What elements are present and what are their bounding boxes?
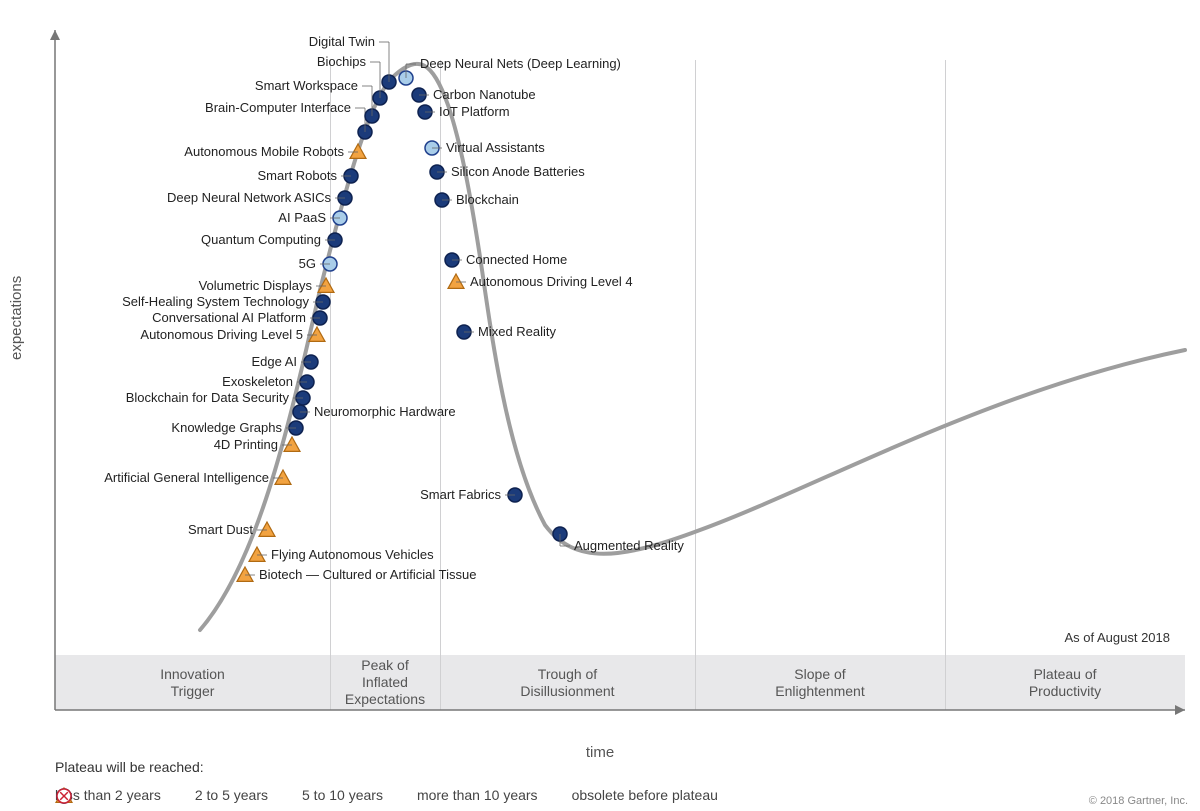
tech-label: Volumetric Displays: [199, 278, 312, 293]
y-axis-label: expectations: [8, 276, 25, 360]
tech-label: Augmented Reality: [574, 538, 684, 553]
tech-label: Blockchain for Data Security: [126, 390, 289, 405]
tech-label: Edge AI: [251, 354, 297, 369]
tech-label: Smart Dust: [188, 522, 253, 537]
copyright: © 2018 Gartner, Inc.: [1089, 795, 1188, 807]
tech-label: Knowledge Graphs: [171, 420, 282, 435]
tech-label: Flying Autonomous Vehicles: [271, 547, 434, 562]
tech-label: Smart Fabrics: [420, 487, 501, 502]
tech-label: Deep Neural Nets (Deep Learning): [420, 56, 621, 71]
tech-label: Connected Home: [466, 252, 567, 267]
legend-item-gt10: more than 10 years: [417, 787, 538, 803]
tech-label: Brain-Computer Interface: [205, 100, 351, 115]
tech-label: Smart Robots: [258, 168, 337, 183]
tech-label: Quantum Computing: [201, 232, 321, 247]
tech-label: Neuromorphic Hardware: [314, 404, 456, 419]
tech-label: 4D Printing: [214, 437, 278, 452]
tech-label: Smart Workspace: [255, 78, 358, 93]
tech-label: Blockchain: [456, 192, 519, 207]
tech-label: 5G: [299, 256, 316, 271]
legend-label: obsolete before plateau: [572, 787, 718, 803]
legend-label: more than 10 years: [417, 787, 538, 803]
tech-label: Carbon Nanotube: [433, 87, 536, 102]
tech-label: Mixed Reality: [478, 324, 556, 339]
tech-label: Autonomous Mobile Robots: [184, 144, 344, 159]
legend: less than 2 years2 to 5 years5 to 10 yea…: [55, 787, 718, 803]
legend-label: 5 to 10 years: [302, 787, 383, 803]
legend-item-5to10: 5 to 10 years: [302, 787, 383, 803]
chart-svg: [0, 0, 1200, 811]
tech-label: Artificial General Intelligence: [104, 470, 269, 485]
as-of-label: As of August 2018: [1064, 630, 1170, 645]
tech-label: Conversational AI Platform: [152, 310, 306, 325]
tech-label: Digital Twin: [309, 34, 375, 49]
tech-label: IoT Platform: [439, 104, 510, 119]
tech-label: Virtual Assistants: [446, 140, 545, 155]
tech-label: AI PaaS: [278, 210, 326, 225]
tech-label: Biotech — Cultured or Artificial Tissue: [259, 567, 476, 582]
tech-label: Silicon Anode Batteries: [451, 164, 585, 179]
tech-label: Self-Healing System Technology: [122, 294, 309, 309]
tech-label: Deep Neural Network ASICs: [167, 190, 331, 205]
tech-label: Exoskeleton: [222, 374, 293, 389]
tech-label: Autonomous Driving Level 4: [470, 274, 633, 289]
hype-cycle-chart: InnovationTriggerPeak ofInflatedExpectat…: [0, 0, 1200, 811]
legend-title: Plateau will be reached:: [55, 759, 204, 775]
tech-label: Autonomous Driving Level 5: [140, 327, 303, 342]
tech-label: Biochips: [317, 54, 366, 69]
legend-item-obs: obsolete before plateau: [572, 787, 718, 803]
legend-item-2to5: 2 to 5 years: [195, 787, 268, 803]
legend-label: 2 to 5 years: [195, 787, 268, 803]
